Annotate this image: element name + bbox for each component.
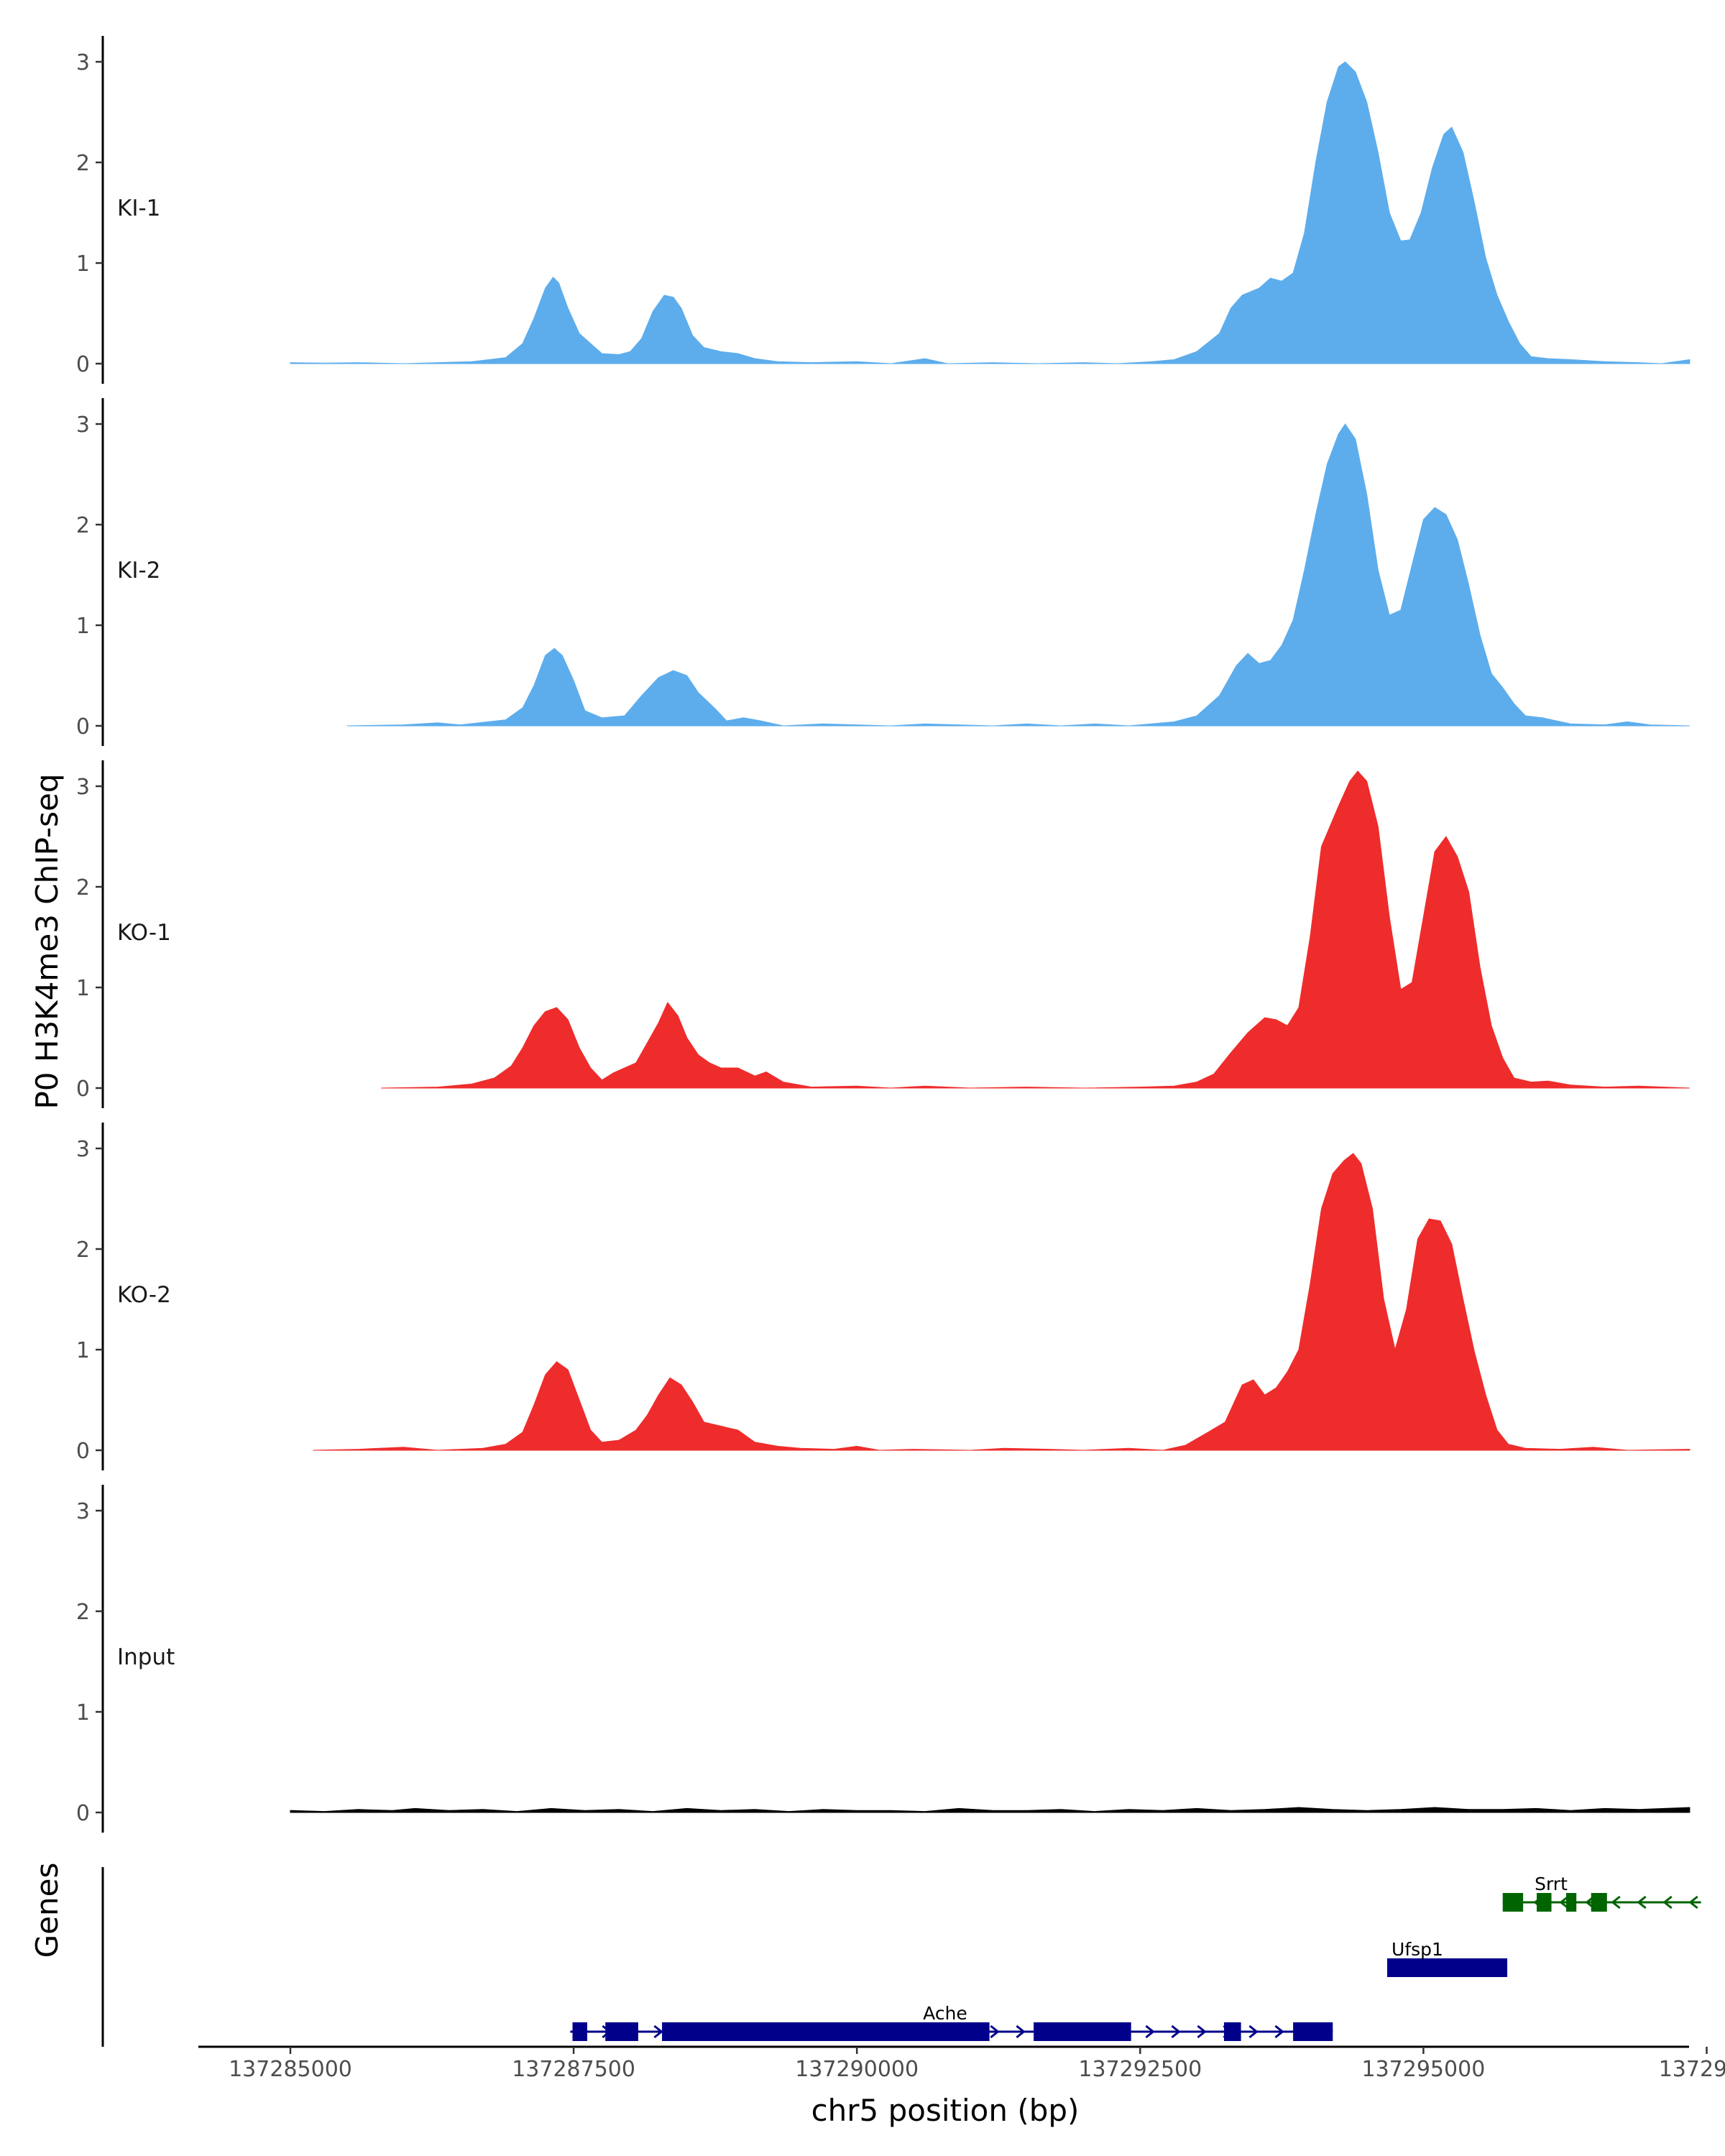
signal-area-input bbox=[290, 1807, 1690, 1813]
gene-label: Srrt bbox=[1535, 1874, 1568, 1894]
track-input: 0 1 2 3 Input bbox=[76, 1485, 1690, 1833]
gene-label: Ache bbox=[923, 2003, 967, 2024]
y-tick-label: 0 bbox=[76, 1077, 90, 1102]
x-tick-label: 137292500 bbox=[1078, 2057, 1202, 2082]
gene-ufsp1: Ufsp1 bbox=[1386, 1939, 1508, 1977]
gene-label: Ufsp1 bbox=[1392, 1939, 1443, 1960]
y-tick-label: 2 bbox=[76, 513, 90, 538]
gene-ache: Ache bbox=[570, 2003, 1333, 2041]
y-tick-label: 1 bbox=[76, 1700, 90, 1726]
gene-srrt: Srrt bbox=[1502, 1874, 1701, 1912]
y-tick-label: 1 bbox=[76, 614, 90, 639]
x-tick-label: 137287500 bbox=[512, 2057, 635, 2082]
y-tick-label: 3 bbox=[76, 413, 90, 438]
x-tick-label: 137285000 bbox=[229, 2057, 352, 2082]
y-tick-label: 1 bbox=[76, 1338, 90, 1363]
gene-exon bbox=[1034, 2022, 1131, 2041]
track-label: KI-2 bbox=[117, 558, 160, 584]
signal-area-ki-1 bbox=[290, 61, 1690, 364]
gene-exon bbox=[605, 2022, 638, 2041]
strand-arrow bbox=[1197, 2024, 1207, 2039]
strand-arrow bbox=[1274, 2024, 1284, 2039]
track-label: KI-1 bbox=[117, 195, 160, 221]
y-tick-label: 3 bbox=[76, 775, 90, 800]
y-tick-label: 3 bbox=[76, 1499, 90, 1524]
signal-area-ki-2 bbox=[346, 423, 1690, 727]
track-ko-2: 0 1 2 3 KO-2 bbox=[76, 1123, 1690, 1470]
gene-exon bbox=[1566, 1893, 1577, 1912]
gene-track: Srrt Ufsp1 Ache bbox=[101, 1867, 1701, 2047]
strand-arrow bbox=[1637, 1895, 1647, 1909]
track-ki-2: 0 1 2 3 KI-2 bbox=[76, 398, 1690, 746]
y-tick-label: 2 bbox=[76, 151, 90, 176]
strand-arrow bbox=[1248, 2024, 1259, 2039]
track-ko-1: 0 1 2 3 KO-1 bbox=[76, 760, 1690, 1108]
gene-exon bbox=[1386, 1958, 1508, 1977]
x-axis-title: chr5 position (bp) bbox=[811, 2093, 1080, 2128]
y-tick-label: 3 bbox=[76, 50, 90, 75]
track-ki-1: 0 1 2 3 KI-1 bbox=[76, 36, 1690, 384]
genes-axis-title: Genes bbox=[29, 1863, 65, 1958]
y-axis-title: P0 H3K4me3 ChIP-seq bbox=[29, 773, 65, 1109]
y-tick-label: 2 bbox=[76, 1238, 90, 1263]
track-label: Input bbox=[117, 1644, 175, 1670]
x-tick-label: 1372975 bbox=[1659, 2057, 1725, 2082]
x-axis: 137285000 137287500 137290000 137292500 1372… bbox=[198, 2045, 1725, 2082]
signal-area-ko-2 bbox=[313, 1153, 1690, 1451]
strand-arrow bbox=[1145, 2024, 1155, 2039]
track-label: KO-1 bbox=[117, 920, 171, 946]
gene-exon bbox=[1223, 2022, 1241, 2041]
gene-exon bbox=[1502, 1893, 1524, 1912]
x-tick-label: 137295000 bbox=[1362, 2057, 1486, 2082]
y-tick-label: 1 bbox=[76, 252, 90, 277]
strand-arrow bbox=[1016, 2024, 1026, 2039]
strand-arrow bbox=[653, 2024, 663, 2039]
track-label: KO-2 bbox=[117, 1282, 171, 1308]
gene-exon bbox=[1591, 1893, 1607, 1912]
y-tick-label: 2 bbox=[76, 875, 90, 900]
strand-arrow bbox=[1559, 1895, 1569, 1909]
strand-arrow bbox=[1171, 2024, 1181, 2039]
strand-arrow bbox=[1611, 1895, 1621, 1909]
y-tick-label: 0 bbox=[76, 1801, 90, 1826]
y-tick-label: 3 bbox=[76, 1137, 90, 1162]
gene-exon bbox=[662, 2022, 990, 2041]
signal-tracks: 0 1 2 3 KI-1 0 1 2 3 KI-2 0 1 2 3 KO-1 0 1 2 3 KO-2 0 1 2 3 Inpu… bbox=[76, 36, 1690, 1833]
y-tick-label: 0 bbox=[76, 352, 90, 377]
y-tick-label: 2 bbox=[76, 1600, 90, 1625]
x-tick-label: 137290000 bbox=[795, 2057, 919, 2082]
y-tick-label: 0 bbox=[76, 714, 90, 740]
signal-area-ko-1 bbox=[381, 770, 1690, 1089]
gene-exon bbox=[1293, 2022, 1333, 2041]
gene-exon bbox=[1537, 1893, 1552, 1912]
strand-arrow bbox=[1662, 1895, 1673, 1909]
strand-arrow bbox=[1688, 1895, 1698, 1909]
y-tick-label: 0 bbox=[76, 1439, 90, 1464]
strand-arrow bbox=[990, 2024, 1000, 2039]
y-tick-label: 1 bbox=[76, 976, 90, 1001]
gene-exon bbox=[572, 2022, 588, 2041]
